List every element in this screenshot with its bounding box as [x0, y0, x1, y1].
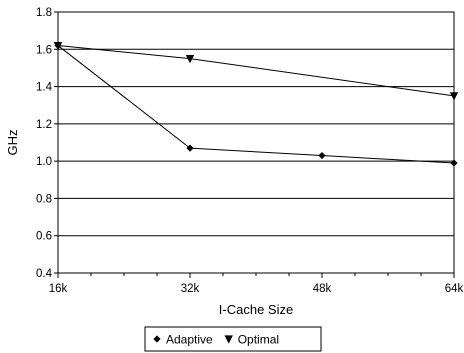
y-tick-label: 1.8: [36, 7, 52, 19]
point-optimal: [53, 41, 63, 51]
series-adaptive: [54, 41, 458, 167]
y-tick-label: 1.2: [36, 119, 52, 131]
series-line-optimal: [57, 45, 455, 97]
series-line-adaptive: [57, 45, 455, 164]
y-tick-label: 0.6: [36, 231, 52, 243]
x-tick-label: 32k: [181, 283, 200, 295]
grid-lines: [58, 48, 454, 237]
x-axis-title: I-Cache Size: [219, 302, 293, 317]
y-tick-label: 0.4: [36, 268, 53, 280]
legend-marker-optimal: [224, 335, 233, 344]
x-axis-tick-labels: 16k 32k 48k 64k: [49, 273, 464, 295]
y-tick-label: 1.0: [36, 156, 52, 168]
legend-label-adaptive: Adaptive: [166, 333, 213, 347]
x-tick-label: 64k: [445, 283, 464, 295]
legend-marker-adaptive: [153, 335, 161, 343]
y-axis-tick-labels: 0.4 0.6 0.8 1.0 1.2 1.4 1.6 1.8: [36, 7, 58, 280]
x-minor-ticks: [90, 273, 422, 276]
point-optimal: [185, 55, 195, 64]
point-adaptive: [318, 151, 326, 160]
y-tick-label: 1.4: [36, 82, 53, 94]
y-tick-label: 0.8: [36, 193, 52, 205]
legend-label-optimal: Optimal: [238, 333, 279, 347]
series-layer: [53, 41, 459, 167]
point-adaptive: [450, 159, 458, 167]
x-tick-label: 48k: [313, 283, 332, 295]
x-tick-label: 16k: [49, 283, 68, 295]
y-tick-label: 1.6: [36, 44, 52, 56]
legend-box: [144, 326, 322, 352]
legend: Adaptive Optimal: [144, 326, 322, 352]
y-axis-title: GHz: [5, 130, 20, 156]
point-adaptive: [186, 144, 194, 152]
series-optimal: [53, 41, 459, 101]
point-optimal: [449, 92, 459, 101]
